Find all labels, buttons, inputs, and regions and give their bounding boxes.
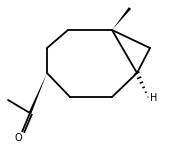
Polygon shape — [29, 73, 47, 114]
Polygon shape — [112, 7, 131, 30]
Text: O: O — [14, 133, 22, 143]
Text: H: H — [150, 93, 157, 103]
